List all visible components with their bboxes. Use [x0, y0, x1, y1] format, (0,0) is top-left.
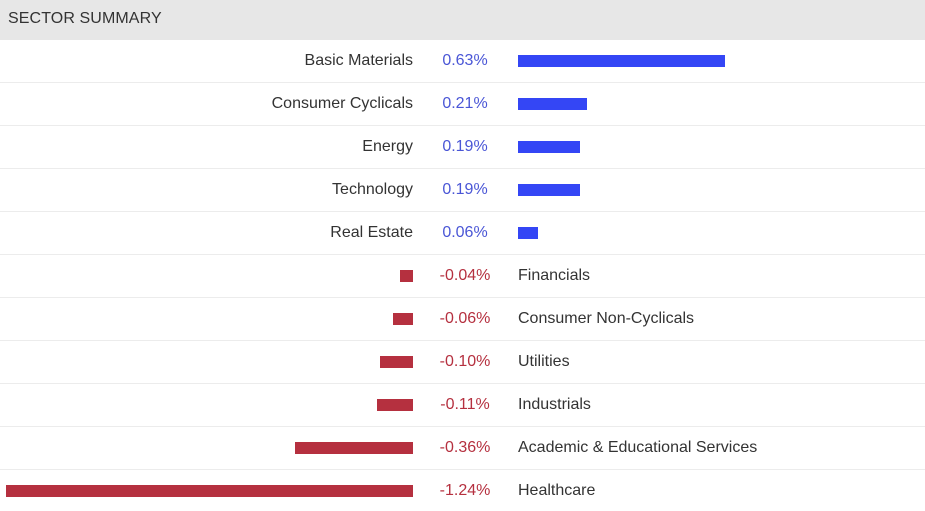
- negative-change-bar: [377, 399, 413, 411]
- sector-row[interactable]: Financials -0.04%: [0, 255, 925, 298]
- sector-change-value: 0.19%: [442, 181, 488, 198]
- sector-label: Utilities: [518, 353, 570, 370]
- positive-change-bar: [518, 55, 725, 67]
- sector-row[interactable]: Consumer Cyclicals 0.21%: [0, 83, 925, 126]
- sector-label: Healthcare: [518, 482, 596, 499]
- sector-label: Consumer Cyclicals: [271, 95, 413, 112]
- sector-label: Financials: [518, 267, 591, 284]
- sector-row[interactable]: Consumer Non-Cyclicals -0.06%: [0, 298, 925, 341]
- positive-change-bar: [518, 227, 538, 239]
- negative-change-bar: [400, 270, 413, 282]
- negative-change-bar: [380, 356, 413, 368]
- sector-label: Industrials: [518, 396, 591, 413]
- sector-row[interactable]: Healthcare -1.24%: [0, 470, 925, 511]
- negative-change-bar: [393, 313, 413, 325]
- sector-label: Academic & Educational Services: [518, 439, 758, 456]
- sector-change-value: -0.11%: [440, 396, 490, 413]
- sector-change-value: 0.21%: [442, 95, 488, 112]
- sector-change-value: 0.19%: [442, 138, 488, 155]
- sector-summary-title: SECTOR SUMMARY: [0, 0, 925, 40]
- positive-change-bar: [518, 98, 587, 110]
- sector-label: Basic Materials: [304, 52, 413, 69]
- sector-change-value: -0.10%: [439, 353, 491, 370]
- sector-row[interactable]: Technology 0.19%: [0, 169, 925, 212]
- sector-change-value: 0.63%: [442, 52, 488, 69]
- sector-row[interactable]: Industrials -0.11%: [0, 384, 925, 427]
- sector-row[interactable]: Academic & Educational Services -0.36%: [0, 427, 925, 470]
- sector-change-value: -0.36%: [439, 439, 491, 456]
- sector-row[interactable]: Utilities -0.10%: [0, 341, 925, 384]
- sector-change-value: 0.06%: [442, 224, 488, 241]
- sector-label: Technology: [332, 181, 413, 198]
- sector-row[interactable]: Energy 0.19%: [0, 126, 925, 169]
- positive-change-bar: [518, 141, 580, 153]
- positive-change-bar: [518, 184, 580, 196]
- negative-change-bar: [6, 485, 413, 497]
- sector-change-value: -1.24%: [439, 482, 491, 499]
- sector-label: Real Estate: [330, 224, 413, 241]
- sector-rows: Basic Materials 0.63% Consumer Cyclicals 0.…: [0, 40, 925, 511]
- sector-row[interactable]: Real Estate 0.06%: [0, 212, 925, 255]
- negative-change-bar: [295, 442, 413, 454]
- sector-label: Consumer Non-Cyclicals: [518, 310, 695, 327]
- sector-change-value: -0.06%: [439, 310, 491, 327]
- sector-change-value: -0.04%: [439, 267, 491, 284]
- sector-label: Energy: [362, 138, 413, 155]
- sector-row[interactable]: Basic Materials 0.63%: [0, 40, 925, 83]
